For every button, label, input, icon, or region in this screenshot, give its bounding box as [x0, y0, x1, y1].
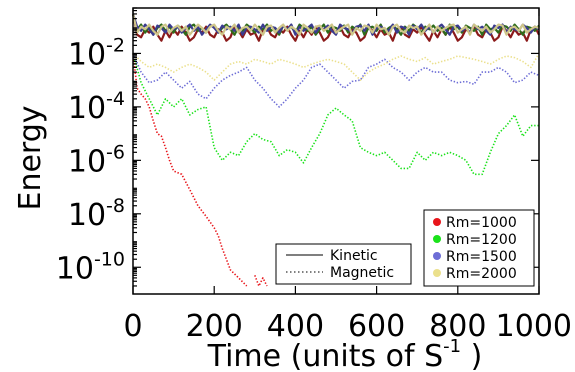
y-tick-label-exponent: -6	[106, 141, 125, 163]
legend-dot-rm2000	[433, 269, 441, 277]
series-legend-box	[423, 209, 535, 287]
series-line-2	[132, 53, 539, 176]
y-tick-label: 10-10	[56, 248, 125, 286]
legend-kinetic-label: Kinetic	[330, 248, 378, 264]
style-legend: Kinetic Magnetic	[275, 243, 412, 285]
y-tick-label-base: 10	[68, 198, 106, 233]
style-legend-box	[275, 243, 412, 285]
series-line-0	[132, 53, 248, 287]
legend-label-rm1500: Rm=1500	[446, 249, 517, 265]
x-axis-label-superscript: -1	[443, 336, 461, 357]
legend-label-rm1200: Rm=1200	[446, 232, 517, 248]
y-tick-label-base: 10	[56, 251, 94, 286]
y-tick-label: 10-2	[68, 34, 125, 72]
y-tick-label: 10-4	[68, 88, 125, 126]
y-tick-label-exponent: -2	[106, 34, 125, 56]
y-tick-label-base: 10	[68, 91, 106, 126]
legend-dot-rm1000	[433, 218, 441, 226]
series-layer	[131, 13, 540, 287]
series-line-4	[132, 52, 540, 81]
legend-dot-rm1200	[433, 235, 441, 243]
x-axis-label: Time (units of S-1 )	[207, 336, 483, 372]
x-tick-label: 600	[348, 309, 405, 344]
legend-dot-rm1500	[433, 252, 441, 260]
series-line-8	[131, 13, 540, 36]
x-axis-label-main: Time (units of S	[207, 339, 443, 372]
plot-frame	[132, 7, 540, 295]
legend-magnetic-label: Magnetic	[330, 265, 394, 281]
x-tick-label: 1000	[496, 309, 572, 344]
x-tick-label: 400	[267, 309, 324, 344]
series-legend: Rm=1000 Rm=1200 Rm=1500 Rm=2000	[423, 209, 535, 287]
y-axis: 10-210-410-610-810-10	[56, 7, 539, 287]
series-line-3	[132, 53, 540, 108]
y-tick-label: 10-6	[68, 141, 125, 179]
y-tick-label-exponent: -8	[106, 195, 125, 217]
y-tick-label-base: 10	[68, 144, 106, 179]
y-tick-label-base: 10	[68, 37, 106, 72]
y-axis-label: Energy	[13, 105, 48, 210]
y-tick-label: 10-8	[68, 195, 125, 233]
x-axis-label-end: )	[461, 339, 482, 372]
x-tick-label: 200	[186, 309, 243, 344]
x-tick-label: 0	[123, 309, 142, 344]
x-tick-label: 800	[429, 309, 486, 344]
y-tick-label-exponent: -4	[106, 88, 125, 110]
y-tick-label-exponent: -10	[94, 248, 125, 270]
x-axis: 0 200 400 600 800 1000	[123, 8, 572, 344]
legend-label-rm1000: Rm=1000	[446, 215, 517, 231]
legend-label-rm2000: Rm=2000	[446, 266, 517, 282]
